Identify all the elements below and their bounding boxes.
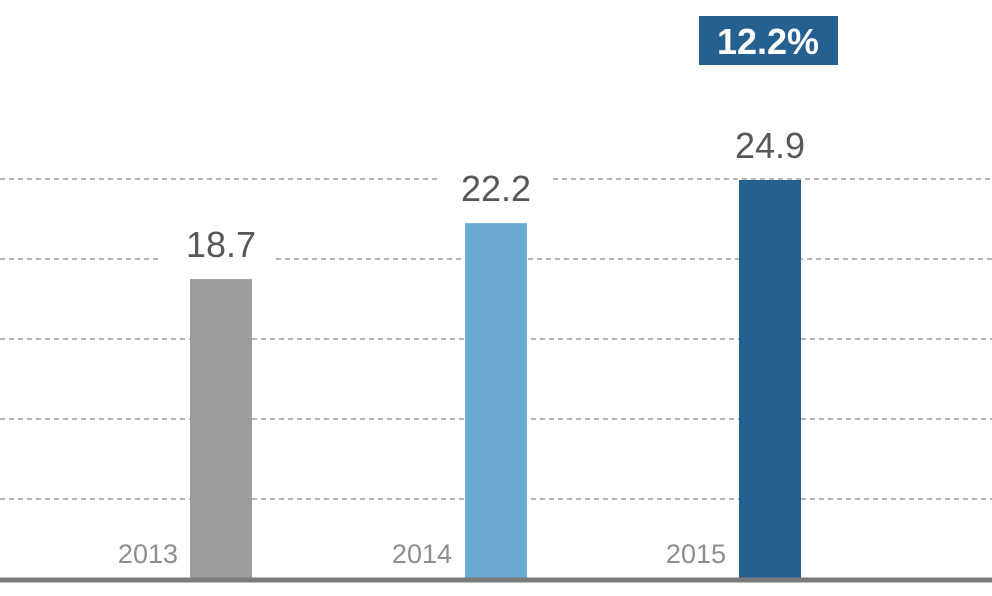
value-label-2013: 18.7 bbox=[186, 224, 256, 265]
bar-2013 bbox=[190, 279, 252, 578]
growth-badge-label: 12.2% bbox=[717, 21, 819, 62]
bars bbox=[190, 180, 801, 579]
category-label-2013: 2013 bbox=[118, 539, 178, 569]
growth-badge: 12.2% bbox=[699, 16, 838, 65]
category-label-2014: 2014 bbox=[392, 539, 452, 569]
value-labels: 18.7 22.2 24.9 bbox=[186, 125, 805, 265]
category-label-2015: 2015 bbox=[666, 539, 726, 569]
value-label-2015: 24.9 bbox=[735, 125, 805, 166]
growth-badge-box bbox=[699, 16, 838, 65]
bar-2014 bbox=[465, 223, 527, 579]
category-labels: 2013 2014 2015 bbox=[118, 539, 726, 569]
bar-2015 bbox=[739, 180, 801, 578]
value-label-2014: 22.2 bbox=[461, 168, 531, 209]
